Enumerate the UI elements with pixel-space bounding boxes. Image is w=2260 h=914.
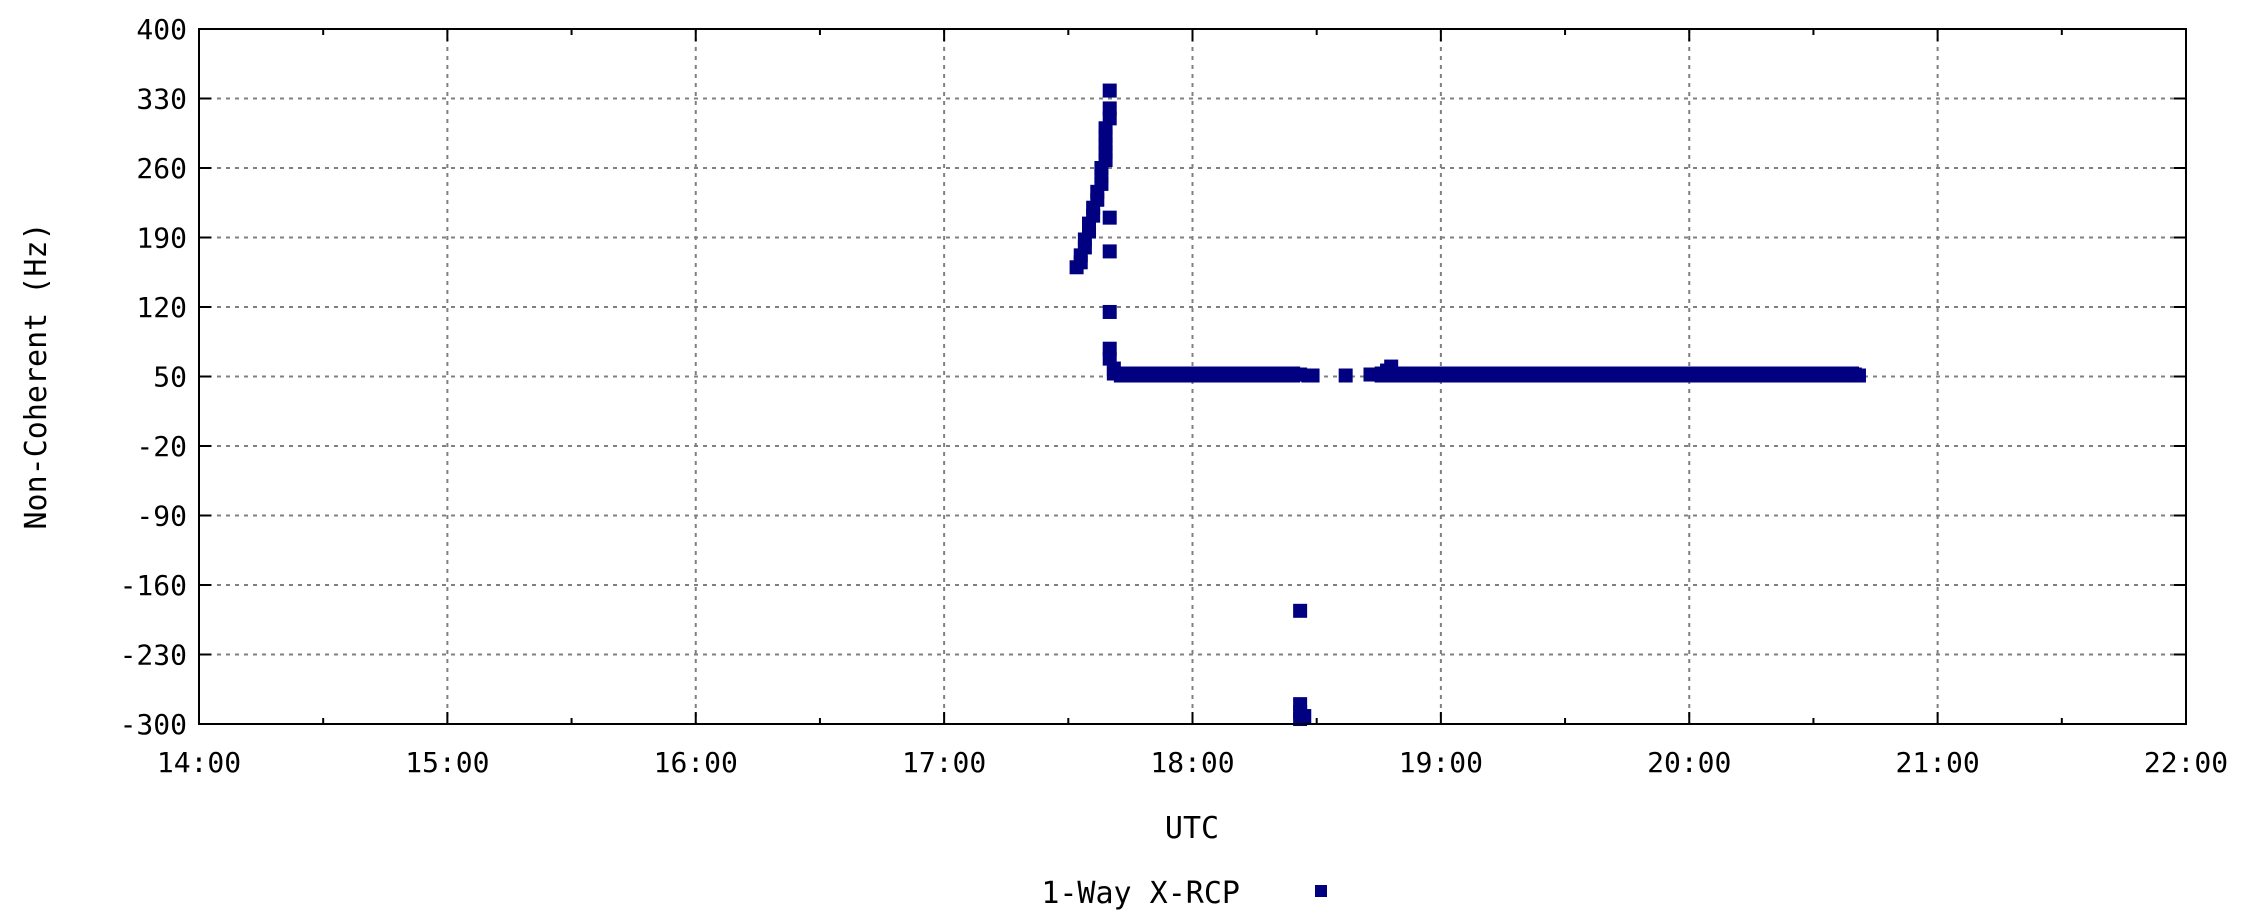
data-point (1247, 367, 1262, 382)
x-tick-label: 16:00 (654, 746, 738, 779)
y-tick-label: -20 (136, 430, 187, 463)
data-point (1851, 368, 1866, 383)
data-point (1226, 367, 1241, 382)
data-point (1305, 368, 1320, 383)
y-tick-label: 400 (136, 13, 187, 46)
data-point (1206, 367, 1221, 382)
data-point (1475, 367, 1490, 382)
data-layer (1069, 83, 1866, 727)
data-point (1640, 367, 1655, 382)
x-tick-label: 21:00 (1895, 746, 1979, 779)
x-tick-label: 19:00 (1399, 746, 1483, 779)
data-point (1723, 367, 1738, 382)
y-tick-label: -90 (136, 500, 187, 533)
data-point (1268, 367, 1283, 382)
data-point (1144, 367, 1159, 382)
data-point (1102, 83, 1117, 98)
legend-label: 1-Way X-RCP (1041, 876, 1240, 911)
legend: 1-Way X-RCP (1041, 876, 1327, 911)
data-point (1433, 367, 1448, 382)
data-point (1338, 368, 1353, 383)
data-point (1185, 367, 1200, 382)
data-point (1388, 366, 1403, 381)
data-point (1806, 367, 1821, 382)
x-tick-label: 18:00 (1150, 746, 1234, 779)
y-tick-label: 190 (136, 222, 187, 255)
data-point (1599, 367, 1614, 382)
data-point (1682, 367, 1697, 382)
y-axis-title: Non-Coherent (Hz) (19, 222, 54, 529)
data-segment (1374, 366, 1859, 383)
data-point (1293, 603, 1308, 618)
data-point (1102, 210, 1117, 225)
data-point (1164, 367, 1179, 382)
x-tick-label: 17:00 (902, 746, 986, 779)
data-point (1765, 367, 1780, 382)
y-tick-label: -300 (120, 708, 187, 741)
tick-layer: 14:00 15:00 16:00 17:00 18:00 19:00 20:00 21:00… (120, 13, 2229, 779)
x-tick-label: 15:00 (405, 746, 489, 779)
data-point (1558, 367, 1573, 382)
y-tick-label: -230 (120, 639, 187, 672)
y-tick-label: 50 (153, 361, 187, 394)
data-point (1106, 366, 1121, 381)
x-tick-label: 22:00 (2144, 746, 2228, 779)
data-point (1123, 367, 1138, 382)
data-point (1102, 244, 1117, 259)
data-point (1102, 101, 1117, 116)
data-point (1516, 367, 1531, 382)
y-tick-label: 260 (136, 152, 187, 185)
data-point (1413, 367, 1428, 382)
legend-marker (1315, 885, 1327, 897)
y-tick-label: 330 (136, 83, 187, 116)
y-tick-label: 120 (136, 291, 187, 324)
x-tick-label: 20:00 (1647, 746, 1731, 779)
data-point (1102, 304, 1117, 319)
x-axis-title: UTC (1165, 811, 1219, 846)
x-tick-label: 14:00 (157, 746, 241, 779)
data-point (1297, 709, 1312, 724)
y-tick-label: -160 (120, 569, 187, 602)
